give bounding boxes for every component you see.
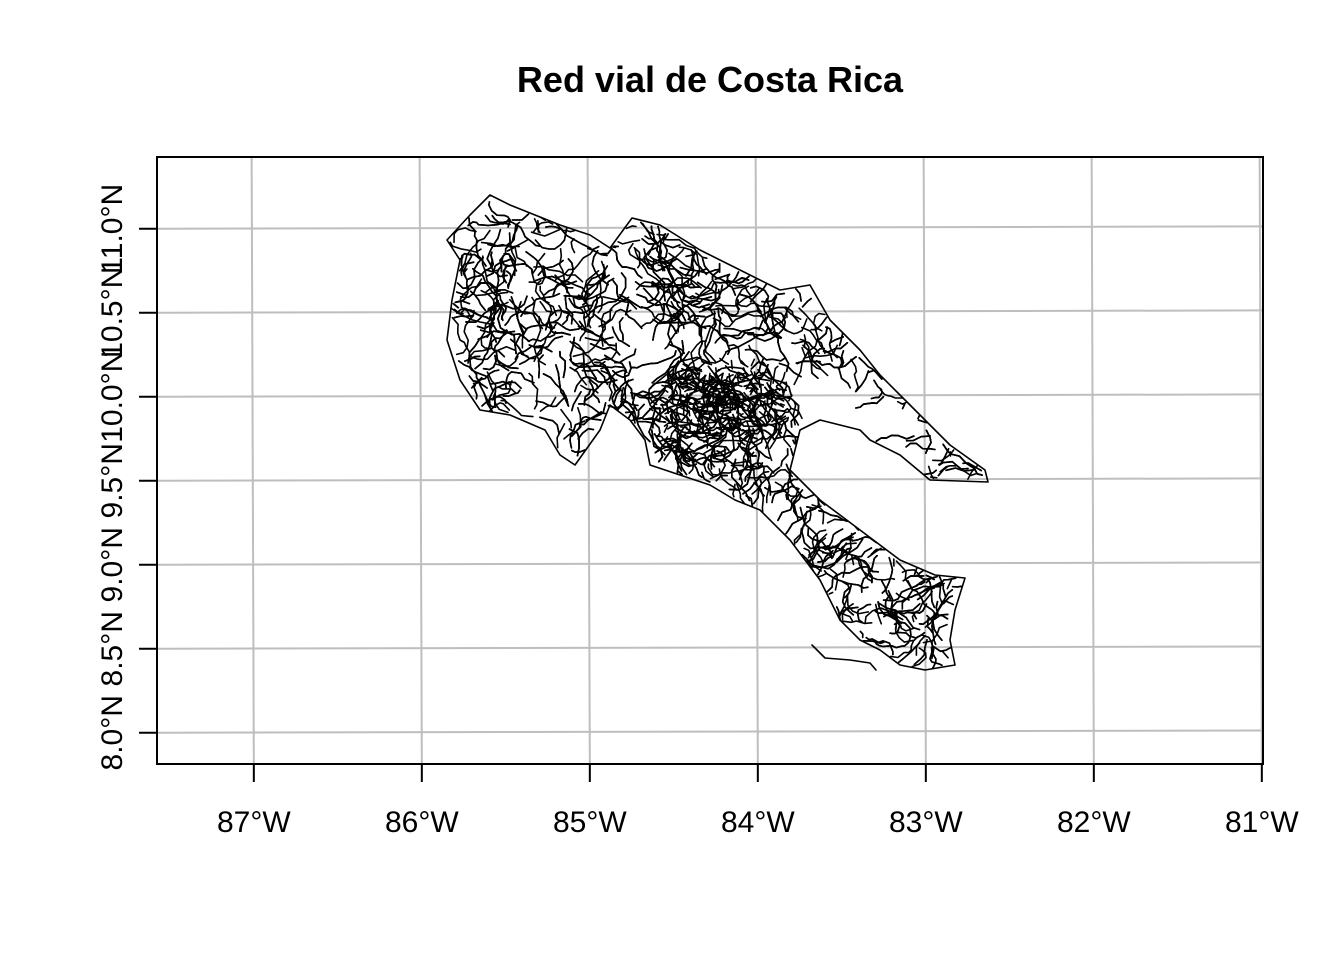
y-tick-label: 8.0°N [96, 695, 129, 770]
graticule [157, 157, 1263, 764]
meridian-line [1090, 157, 1095, 764]
y-tick-label: 9.5°N [96, 443, 129, 518]
peninsula-road [811, 644, 877, 671]
central-valley-roads [649, 357, 793, 438]
parallel-line [157, 309, 1263, 314]
y-axis: 8.0°N 8.5°N 9.0°N 9.5°N10.0°N10.5°N11.0°N [96, 184, 157, 770]
y-tick-label: 10.0°N [96, 351, 129, 443]
y-tick-label: 9.0°N [96, 527, 129, 602]
x-tick-label: 87°W [217, 806, 291, 839]
y-tick-label: 11.0°N [96, 184, 129, 274]
meridian-line [922, 157, 927, 764]
meridian-line [586, 157, 591, 764]
parallel-line [157, 225, 1263, 230]
road-segments [454, 214, 957, 656]
x-axis: 87°W 86°W 85°W 84°W 83°W 82°W 81°W [217, 764, 1299, 839]
parallel-line [157, 561, 1263, 566]
coastal-road [446, 194, 989, 671]
x-tick-label: 83°W [889, 806, 963, 839]
y-tick-label: 8.5°N [96, 611, 129, 686]
meridian-line [418, 157, 423, 764]
parallel-line [157, 645, 1263, 650]
plot-frame [156, 156, 1264, 765]
y-tick-label: 10.5°N [96, 267, 129, 359]
meridian-line [250, 157, 255, 764]
x-tick-label: 82°W [1057, 806, 1131, 839]
map-title: Red vial de Costa Rica [517, 59, 904, 100]
parallel-line [157, 729, 1263, 734]
x-tick-label: 86°W [385, 806, 459, 839]
x-tick-label: 84°W [721, 806, 795, 839]
x-tick-label: 85°W [553, 806, 627, 839]
road-network [446, 194, 989, 671]
meridian-line [1258, 157, 1263, 764]
x-tick-label: 81°W [1225, 806, 1299, 839]
